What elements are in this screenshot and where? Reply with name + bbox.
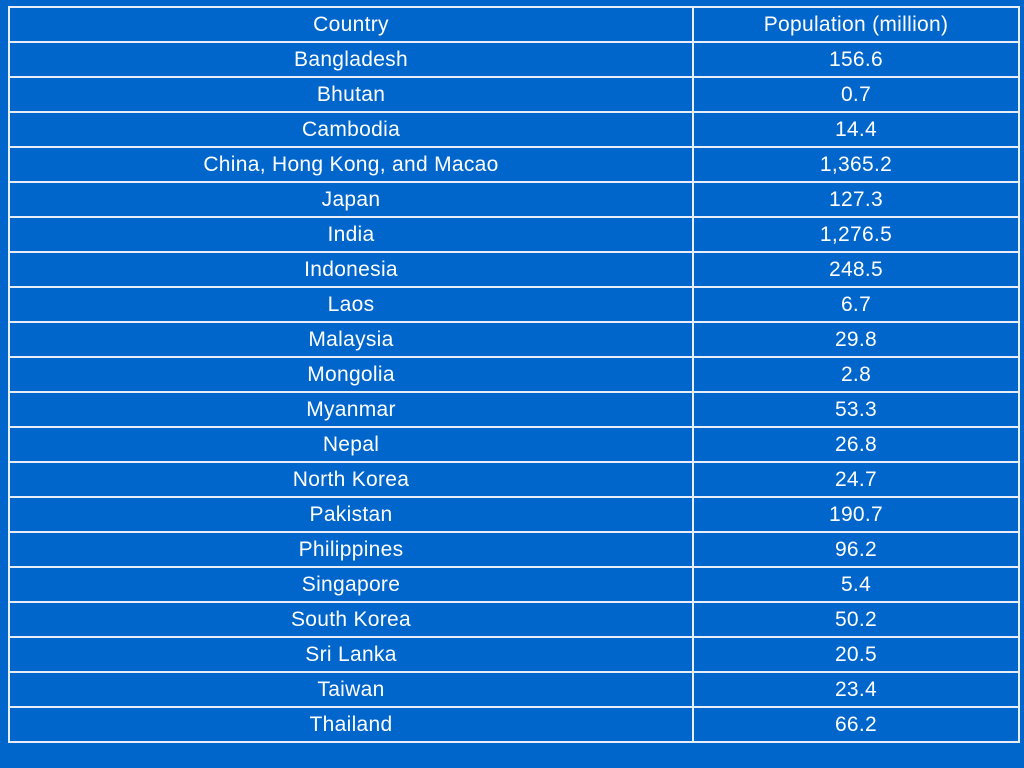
table-row: Japan 127.3 xyxy=(8,181,1020,218)
table-row: Laos 6.7 xyxy=(8,286,1020,323)
country-cell: Nepal xyxy=(8,426,694,463)
country-cell: Mongolia xyxy=(8,356,694,393)
country-cell: North Korea xyxy=(8,461,694,498)
population-cell: 23.4 xyxy=(692,671,1020,708)
country-cell: Philippines xyxy=(8,531,694,568)
table-header-row: Country Population (million) xyxy=(8,6,1020,43)
table-row: Mongolia 2.8 xyxy=(8,356,1020,393)
population-cell: 190.7 xyxy=(692,496,1020,533)
table-row: India 1,276.5 xyxy=(8,216,1020,253)
country-cell: Bangladesh xyxy=(8,41,694,78)
country-cell: Bhutan xyxy=(8,76,694,113)
population-cell: 96.2 xyxy=(692,531,1020,568)
column-header-country: Country xyxy=(8,6,694,43)
table-row: Philippines 96.2 xyxy=(8,531,1020,568)
table-row: Pakistan 190.7 xyxy=(8,496,1020,533)
population-cell: 6.7 xyxy=(692,286,1020,323)
table-row: Cambodia 14.4 xyxy=(8,111,1020,148)
country-cell: Laos xyxy=(8,286,694,323)
population-cell: 66.2 xyxy=(692,706,1020,743)
country-cell: China, Hong Kong, and Macao xyxy=(8,146,694,183)
table-row: South Korea 50.2 xyxy=(8,601,1020,638)
table-row: North Korea 24.7 xyxy=(8,461,1020,498)
country-cell: Sri Lanka xyxy=(8,636,694,673)
country-cell: Thailand xyxy=(8,706,694,743)
population-cell: 1,276.5 xyxy=(692,216,1020,253)
population-cell: 127.3 xyxy=(692,181,1020,218)
country-cell: Singapore xyxy=(8,566,694,603)
population-cell: 156.6 xyxy=(692,41,1020,78)
country-cell: Cambodia xyxy=(8,111,694,148)
population-cell: 1,365.2 xyxy=(692,146,1020,183)
country-cell: Myanmar xyxy=(8,391,694,428)
country-cell: Taiwan xyxy=(8,671,694,708)
table-row: Nepal 26.8 xyxy=(8,426,1020,463)
table-row: Taiwan 23.4 xyxy=(8,671,1020,708)
country-cell: Indonesia xyxy=(8,251,694,288)
population-cell: 248.5 xyxy=(692,251,1020,288)
column-header-population: Population (million) xyxy=(692,6,1020,43)
population-cell: 2.8 xyxy=(692,356,1020,393)
country-cell: Malaysia xyxy=(8,321,694,358)
population-cell: 26.8 xyxy=(692,426,1020,463)
table-row: China, Hong Kong, and Macao 1,365.2 xyxy=(8,146,1020,183)
table-row: Bhutan 0.7 xyxy=(8,76,1020,113)
population-cell: 14.4 xyxy=(692,111,1020,148)
country-cell: South Korea xyxy=(8,601,694,638)
population-cell: 50.2 xyxy=(692,601,1020,638)
population-cell: 5.4 xyxy=(692,566,1020,603)
population-cell: 29.8 xyxy=(692,321,1020,358)
table-row: Bangladesh 156.6 xyxy=(8,41,1020,78)
population-table: Country Population (million) Bangladesh 1… xyxy=(8,6,1020,743)
country-cell: Japan xyxy=(8,181,694,218)
population-cell: 53.3 xyxy=(692,391,1020,428)
table-row: Myanmar 53.3 xyxy=(8,391,1020,428)
table-row: Malaysia 29.8 xyxy=(8,321,1020,358)
table-row: Singapore 5.4 xyxy=(8,566,1020,603)
population-cell: 20.5 xyxy=(692,636,1020,673)
table-row: Indonesia 248.5 xyxy=(8,251,1020,288)
table-row: Sri Lanka 20.5 xyxy=(8,636,1020,673)
table-body: Bangladesh 156.6 Bhutan 0.7 Cambodia 14.4 C… xyxy=(8,41,1020,743)
table-row: Thailand 66.2 xyxy=(8,706,1020,743)
country-cell: Pakistan xyxy=(8,496,694,533)
population-cell: 0.7 xyxy=(692,76,1020,113)
population-cell: 24.7 xyxy=(692,461,1020,498)
country-cell: India xyxy=(8,216,694,253)
